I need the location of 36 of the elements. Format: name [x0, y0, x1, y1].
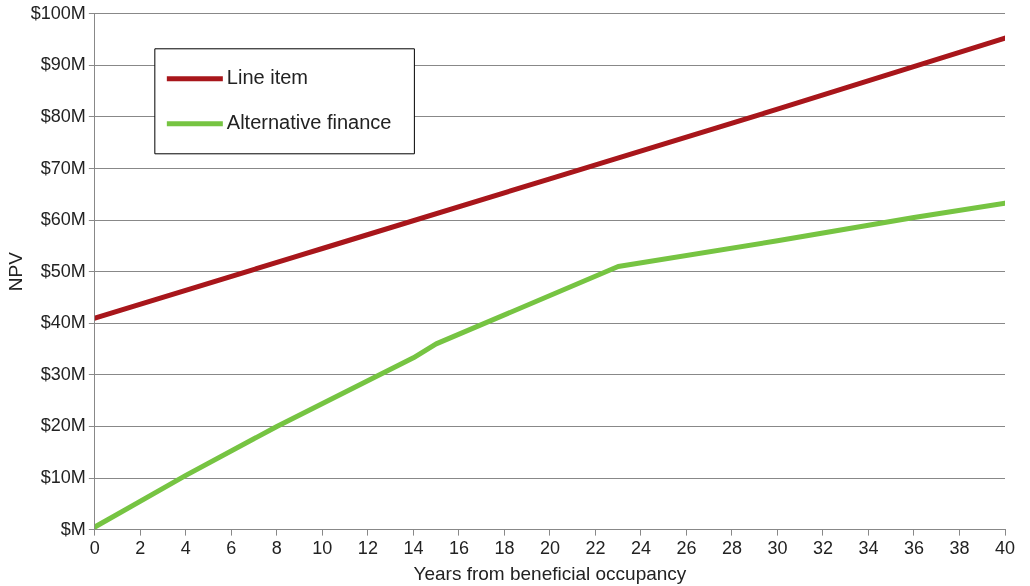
- x-tick-label: 30: [767, 538, 788, 559]
- y-tick-label: $50M: [40, 260, 86, 281]
- x-tick-label: 20: [539, 538, 560, 559]
- x-tick-label: 26: [676, 538, 697, 559]
- x-tick-label: 12: [357, 538, 378, 559]
- x-tick-label: 24: [630, 538, 651, 559]
- x-tick-label: 6: [226, 538, 237, 559]
- y-tick-label: $M: [60, 518, 86, 539]
- x-tick-label: 18: [494, 538, 515, 559]
- x-tick-label: 4: [180, 538, 191, 559]
- y-tick-label: $30M: [40, 363, 86, 384]
- x-tick-label: 16: [448, 538, 469, 559]
- y-tick-label: $10M: [40, 466, 86, 487]
- y-tick-label: $60M: [40, 209, 86, 230]
- y-tick-label: $20M: [40, 415, 86, 436]
- y-tick-label: $100M: [30, 2, 86, 23]
- x-tick-label: 32: [812, 538, 833, 559]
- x-tick-label: 34: [858, 538, 879, 559]
- x-tick-label: 38: [949, 538, 970, 559]
- legend-label: Alternative finance: [226, 111, 392, 134]
- x-tick-label: 14: [403, 538, 424, 559]
- y-axis-title: NPV: [4, 251, 26, 292]
- y-tick-label: $80M: [40, 105, 86, 126]
- y-tick-label: $40M: [40, 312, 86, 333]
- x-tick-label: 0: [89, 538, 100, 559]
- x-tick-label: 28: [721, 538, 742, 559]
- x-tick-label: 22: [585, 538, 606, 559]
- y-tick-label: $90M: [40, 54, 86, 75]
- x-axis-title: Years from beneficial occupancy: [413, 562, 687, 584]
- x-tick-label: 2: [135, 538, 146, 559]
- x-tick-label: 40: [994, 538, 1016, 559]
- legend-label: Line item: [226, 66, 308, 89]
- x-tick-label: 8: [271, 538, 282, 559]
- x-tick-label: 36: [903, 538, 924, 559]
- y-tick-label: $70M: [40, 157, 86, 178]
- x-tick-label: 10: [312, 538, 333, 559]
